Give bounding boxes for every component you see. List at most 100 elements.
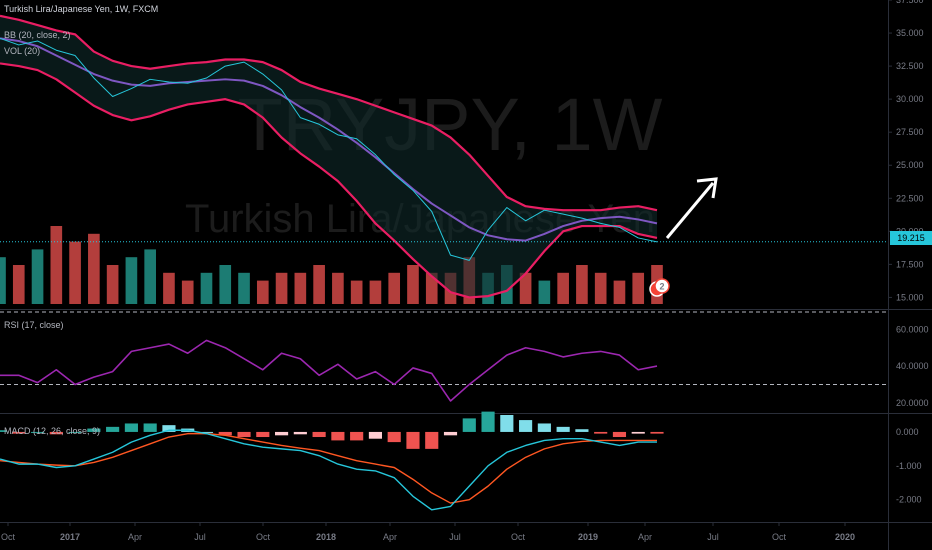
rsi-line bbox=[0, 339, 658, 402]
macd-histogram-bar bbox=[331, 431, 345, 441]
volume-bar bbox=[294, 272, 307, 304]
macd-histogram-bar bbox=[462, 418, 476, 432]
volume-bar bbox=[238, 272, 250, 304]
volume-bar bbox=[256, 280, 269, 304]
volume-bar bbox=[576, 265, 588, 304]
volume-bar bbox=[125, 257, 138, 304]
last-price-tag: 19.215 bbox=[890, 231, 932, 245]
time-tick-label: Jul bbox=[449, 532, 461, 542]
vol-legend: VOL (20) bbox=[4, 46, 41, 56]
price-tick-label: 17.500 bbox=[896, 259, 924, 269]
volume-bar bbox=[557, 272, 569, 304]
macd-histogram-bar bbox=[275, 431, 289, 436]
macd-histogram-bar bbox=[30, 431, 45, 433]
price-tick-label: 35.000 bbox=[896, 28, 924, 38]
event-badge-count: 2 bbox=[659, 282, 664, 292]
volume-bar bbox=[407, 265, 419, 304]
price-tick-label: 32.500 bbox=[896, 61, 924, 71]
macd-legend: MACD (12, 26, close, 9) bbox=[4, 426, 101, 436]
time-tick-label: 2017 bbox=[60, 532, 80, 542]
macd-histogram-bar bbox=[143, 423, 157, 432]
time-tick-label: 2020 bbox=[835, 532, 855, 542]
macd-histogram-bar bbox=[481, 411, 495, 432]
macd-histogram-bar bbox=[537, 423, 551, 432]
volume-bar bbox=[12, 265, 25, 304]
volume-bar bbox=[0, 257, 6, 304]
time-tick-label: Apr bbox=[638, 532, 652, 542]
volume-bar bbox=[369, 280, 382, 304]
macd-histogram-bar bbox=[312, 431, 326, 438]
macd-tick-label: 0.000 bbox=[896, 427, 919, 437]
volume-bar bbox=[219, 265, 232, 304]
symbol-legend: Turkish Lira/Japanese Yen, 1W, FXCM bbox=[4, 4, 159, 14]
macd-histogram-bar bbox=[162, 425, 176, 432]
rsi-tick-label: 20.0000 bbox=[896, 398, 929, 408]
time-tick-label: Oct bbox=[511, 532, 526, 542]
macd-histogram-bar bbox=[350, 431, 364, 441]
macd-histogram-bar bbox=[519, 420, 533, 432]
volume-bar bbox=[106, 265, 119, 304]
time-tick-label: Oct bbox=[1, 532, 16, 542]
price-tick-label: 25.000 bbox=[896, 160, 924, 170]
macd-histogram-bar bbox=[387, 431, 401, 443]
time-tick-label: Oct bbox=[256, 532, 271, 542]
volume-bar bbox=[88, 233, 100, 304]
macd-histogram-bar bbox=[293, 431, 307, 435]
macd-histogram-bar bbox=[0, 430, 7, 432]
volume-bar bbox=[275, 272, 288, 304]
rsi-tick-label: 40.0000 bbox=[896, 361, 929, 371]
macd-histogram-bar bbox=[237, 431, 251, 438]
volume-bar bbox=[332, 272, 344, 304]
macd-histogram-bar bbox=[612, 431, 627, 438]
macd-histogram-bar bbox=[425, 431, 439, 449]
macd-histogram-bar bbox=[106, 426, 120, 432]
volume-bar bbox=[144, 249, 156, 304]
time-tick-label: 2018 bbox=[316, 532, 336, 542]
price-tick-label: 30.000 bbox=[896, 94, 924, 104]
macd-line bbox=[0, 429, 657, 511]
price-tick-label: 15.000 bbox=[896, 292, 924, 302]
volume-bar bbox=[538, 280, 551, 304]
volume-bar bbox=[425, 272, 438, 304]
macd-histogram-bar bbox=[650, 431, 664, 434]
macd-histogram-bar bbox=[631, 431, 645, 434]
volume-bar bbox=[594, 272, 607, 304]
price-tick-label: 27.500 bbox=[896, 127, 924, 137]
macd-histogram-bar bbox=[575, 429, 589, 432]
macd-tick-label: -1.000 bbox=[896, 461, 922, 471]
macd-histogram-bar bbox=[556, 426, 570, 432]
volume-bar bbox=[632, 272, 645, 304]
macd-histogram-bar bbox=[256, 431, 270, 438]
volume-bar bbox=[388, 272, 401, 304]
macd-signal-line bbox=[0, 432, 657, 504]
volume-bar bbox=[519, 272, 532, 304]
bb-upper-line bbox=[0, 14, 658, 212]
macd-histogram-bar bbox=[218, 431, 232, 436]
time-tick-label: Oct bbox=[772, 532, 787, 542]
bb-fill bbox=[0, 15, 657, 298]
bb-basis-line bbox=[0, 37, 658, 242]
arrow-head bbox=[696, 177, 718, 199]
rsi-legend: RSI (17, close) bbox=[4, 320, 64, 330]
volume-bar bbox=[69, 241, 81, 304]
price-tick-label: 37.500 bbox=[896, 0, 924, 5]
bb-lower-line bbox=[0, 62, 658, 299]
macd-tick-label: -2.000 bbox=[896, 495, 922, 505]
time-tick-label: Apr bbox=[128, 532, 142, 542]
macd-histogram-bar bbox=[49, 431, 63, 435]
time-tick-label: Jul bbox=[707, 532, 719, 542]
macd-histogram-bar bbox=[500, 415, 514, 432]
macd-histogram-bar bbox=[594, 431, 608, 434]
arrow-shaft bbox=[665, 182, 715, 239]
rsi-tick-label: 60.0000 bbox=[896, 324, 929, 334]
macd-histogram-bar bbox=[124, 423, 138, 432]
bb-legend: BB (20, close, 2) bbox=[4, 30, 71, 40]
volume-bar bbox=[50, 226, 63, 304]
macd-histogram-bar bbox=[87, 428, 101, 432]
macd-histogram-bar bbox=[68, 431, 82, 433]
time-tick-label: Jul bbox=[194, 532, 206, 542]
volume-bar bbox=[313, 265, 325, 304]
macd-histogram-bar bbox=[406, 431, 420, 449]
volume-bar bbox=[31, 249, 44, 304]
